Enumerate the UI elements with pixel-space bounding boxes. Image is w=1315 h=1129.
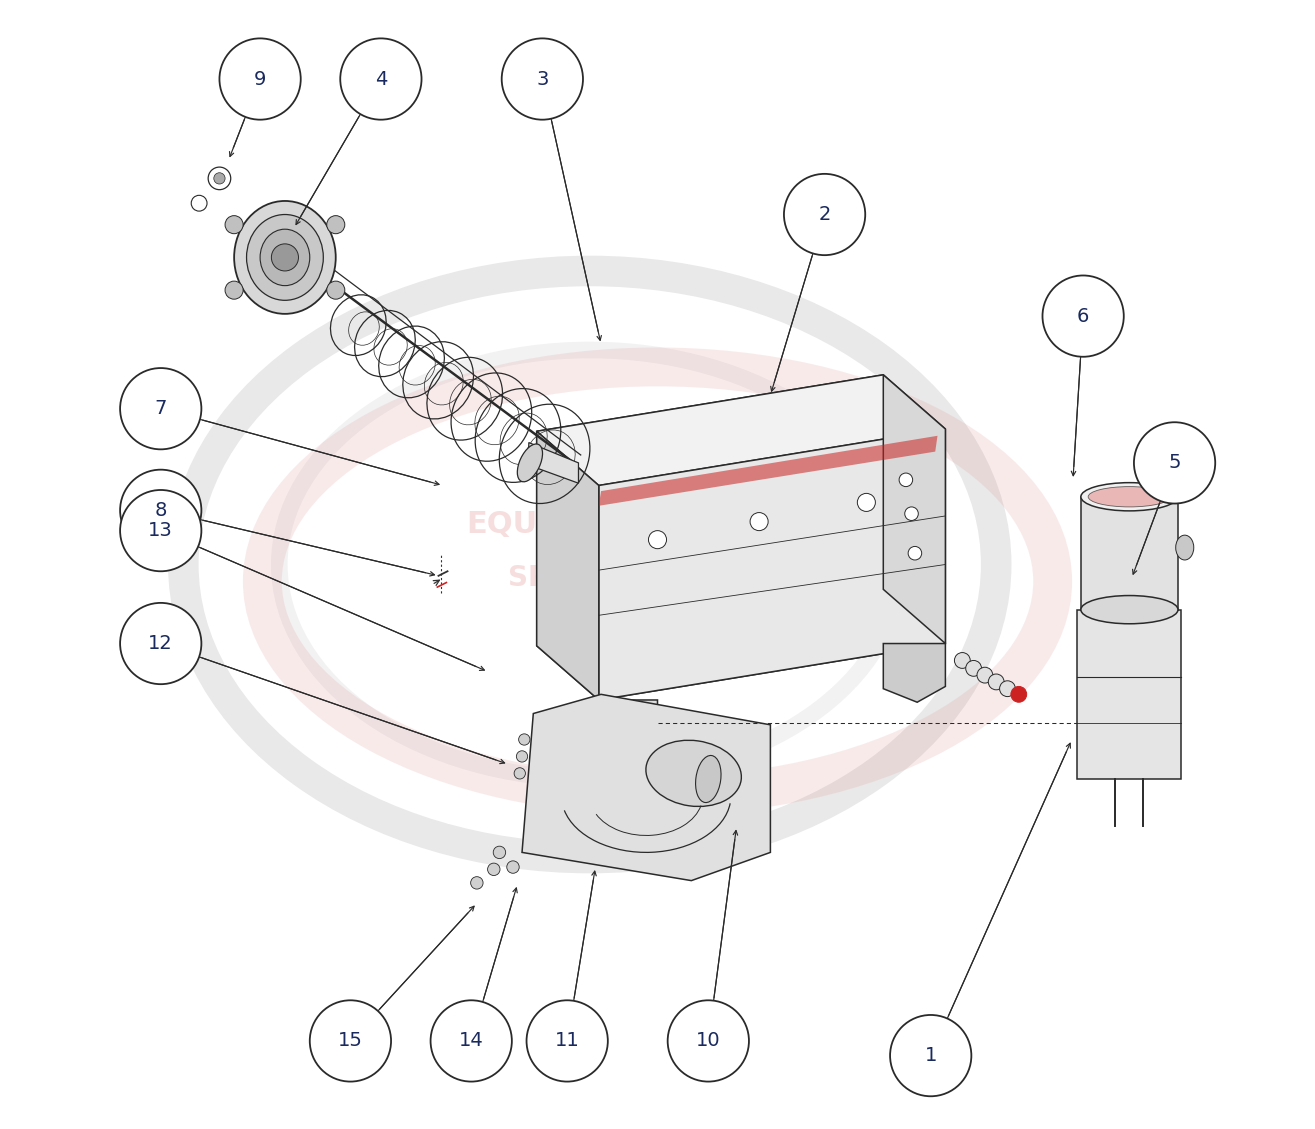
Text: 7: 7 [155,400,167,418]
Polygon shape [598,436,938,506]
Circle shape [526,1000,608,1082]
Ellipse shape [517,444,543,482]
Circle shape [430,1000,512,1082]
Circle shape [857,493,876,511]
Circle shape [471,876,483,890]
Polygon shape [537,431,598,700]
Text: SPECIALISTS: SPECIALISTS [508,564,706,592]
Circle shape [890,1015,972,1096]
Polygon shape [1077,610,1181,779]
Text: 15: 15 [338,1032,363,1050]
Ellipse shape [1081,483,1178,510]
Circle shape [120,470,201,551]
Polygon shape [537,375,945,485]
Text: 5: 5 [1168,454,1181,472]
Circle shape [648,531,667,549]
Circle shape [506,860,519,874]
Polygon shape [529,443,579,483]
Circle shape [514,768,526,779]
Circle shape [310,1000,391,1082]
Polygon shape [884,644,945,702]
Circle shape [225,216,243,234]
Circle shape [208,167,230,190]
Text: 8: 8 [155,501,167,519]
Circle shape [517,751,527,762]
Circle shape [120,603,201,684]
Polygon shape [884,375,945,644]
Text: 3: 3 [537,70,548,88]
Text: 6: 6 [1077,307,1089,325]
Text: 9: 9 [254,70,266,88]
Circle shape [326,216,345,234]
Circle shape [1011,686,1027,702]
Circle shape [488,863,500,876]
Circle shape [977,667,993,683]
Circle shape [909,546,922,560]
Circle shape [965,660,981,676]
Circle shape [1043,275,1124,357]
Text: 13: 13 [149,522,174,540]
Text: 10: 10 [696,1032,721,1050]
Ellipse shape [646,741,742,806]
Text: 12: 12 [149,634,174,653]
Ellipse shape [260,229,310,286]
Circle shape [784,174,865,255]
Circle shape [668,1000,750,1082]
Circle shape [191,195,206,211]
Polygon shape [537,589,945,700]
Polygon shape [598,429,945,700]
Circle shape [905,507,918,520]
Circle shape [225,281,243,299]
Circle shape [750,513,768,531]
Text: 1: 1 [924,1047,936,1065]
Polygon shape [537,375,884,646]
Ellipse shape [246,215,323,300]
Circle shape [120,368,201,449]
Polygon shape [1081,497,1178,610]
Circle shape [502,38,583,120]
Ellipse shape [1176,535,1194,560]
Circle shape [899,473,913,487]
Circle shape [271,244,299,271]
Polygon shape [522,694,771,881]
Circle shape [518,734,530,745]
Circle shape [493,847,506,858]
Text: EQUIPMENT: EQUIPMENT [466,510,668,540]
Text: 4: 4 [375,70,387,88]
Circle shape [220,38,301,120]
Circle shape [214,173,225,184]
Circle shape [955,653,970,668]
Ellipse shape [1088,487,1170,507]
Polygon shape [598,700,658,759]
Circle shape [1134,422,1215,504]
Text: 11: 11 [555,1032,580,1050]
Ellipse shape [696,755,721,803]
Circle shape [341,38,422,120]
Circle shape [989,674,1005,690]
Circle shape [326,281,345,299]
Circle shape [120,490,201,571]
Circle shape [999,681,1015,697]
Ellipse shape [234,201,335,314]
Text: 14: 14 [459,1032,484,1050]
Ellipse shape [1081,596,1178,623]
Text: 2: 2 [818,205,831,224]
